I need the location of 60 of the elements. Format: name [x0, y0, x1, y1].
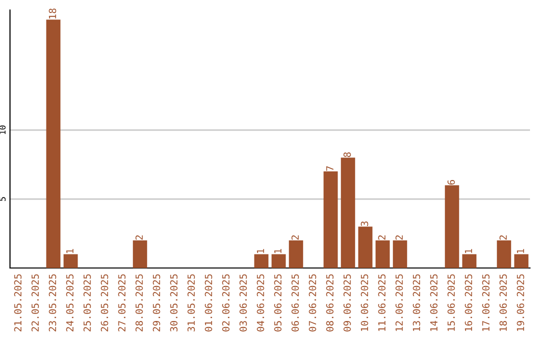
x-tick-label: 10.06.2025 [360, 274, 368, 331]
data-label: 2 [378, 235, 386, 240]
x-tick-label: 27.05.2025 [118, 274, 126, 332]
x-tick-label: 15.06.2025 [447, 274, 455, 331]
x-tick-label: 04.06.2025 [256, 274, 264, 332]
x-tick-label: 16.06.2025 [464, 274, 472, 331]
bar [340, 158, 356, 268]
data-label: 8 [343, 152, 351, 158]
data-label: 2 [291, 235, 299, 240]
x-tick-label: 24.05.2025 [66, 274, 74, 332]
data-label: 1 [464, 249, 472, 254]
bar [462, 254, 476, 268]
x-tick-label: 01.06.2025 [204, 274, 212, 332]
bar [64, 254, 78, 268]
x-tick-label: 02.06.2025 [222, 274, 230, 332]
x-tick-label: 17.06.2025 [482, 274, 490, 331]
data-label: 2 [395, 235, 403, 240]
data-label: 18 [48, 8, 56, 18]
bar [254, 254, 268, 268]
x-tick-label: 22.05.2025 [31, 274, 39, 332]
bar [132, 240, 148, 268]
x-tick-label: 05.06.2025 [274, 274, 282, 332]
x-tick-label: 23.05.2025 [48, 274, 56, 332]
x-tick-label: 28.05.2025 [135, 274, 143, 332]
x-tick-label: 26.05.2025 [100, 274, 108, 332]
x-tick-label: 30.05.2025 [170, 274, 178, 332]
x-tick-label: 03.06.2025 [239, 274, 247, 332]
x-tick-label: 08.06.2025 [326, 274, 334, 332]
bar [46, 20, 60, 268]
x-tick-label: 11.06.2025 [378, 274, 386, 331]
data-label: 3 [360, 221, 368, 226]
bar [272, 254, 286, 268]
bar [376, 240, 390, 268]
x-tick-label: 18.06.2025 [499, 274, 507, 331]
data-label: 1 [516, 249, 524, 254]
bar [444, 185, 460, 268]
data-label: 6 [447, 180, 455, 185]
bar [496, 240, 512, 268]
x-tick-label: 12.06.2025 [395, 274, 403, 331]
bar [324, 171, 338, 268]
x-tick-label: 21.05.2025 [14, 274, 22, 332]
x-tick-label: 25.05.2025 [83, 274, 91, 332]
data-label: 2 [135, 235, 143, 240]
x-tick-label: 09.06.2025 [343, 274, 351, 332]
x-tick-label: 19.06.2025 [516, 274, 524, 331]
x-tick-label: 29.05.2025 [152, 274, 160, 332]
data-label: 1 [256, 249, 264, 254]
data-label: 1 [66, 249, 74, 254]
bar [514, 254, 528, 268]
bar [288, 240, 304, 268]
x-tick-label: 31.05.2025 [187, 274, 195, 332]
x-tick-label: 06.06.2025 [291, 274, 299, 332]
data-label: 7 [326, 166, 334, 171]
x-tick-label: 13.06.2025 [412, 274, 420, 331]
data-label: 1 [274, 249, 282, 254]
bar [392, 240, 408, 268]
bar [358, 226, 372, 268]
x-tick-label: 07.06.2025 [308, 274, 316, 332]
data-label: 2 [499, 235, 507, 240]
x-tick-label: 14.06.2025 [430, 274, 438, 331]
